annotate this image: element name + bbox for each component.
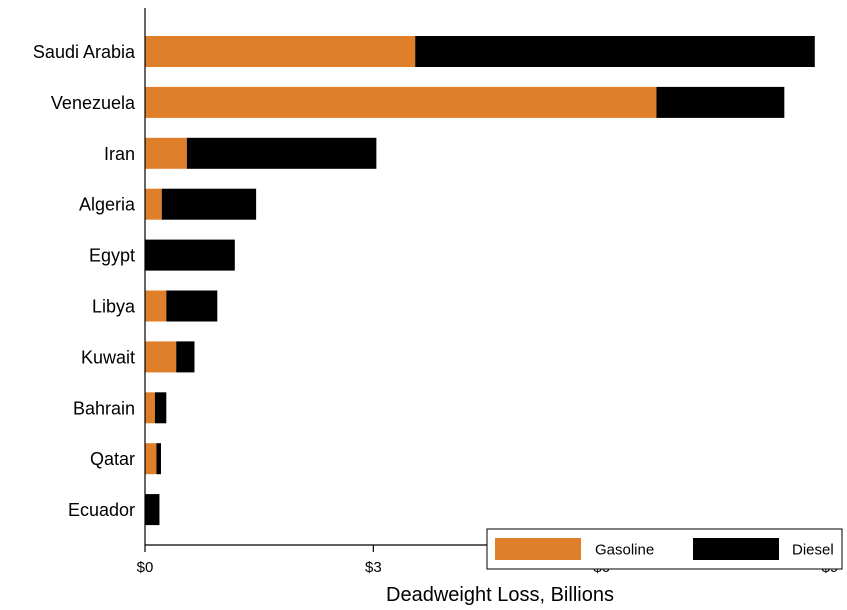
legend-label-gasoline: Gasoline: [595, 542, 654, 559]
bar-venezuela-gasoline: [145, 86, 657, 118]
y-tick-label-kuwait: Kuwait: [81, 347, 135, 367]
legend-swatch-diesel: [693, 538, 779, 560]
bar-qatar-gasoline: [145, 443, 157, 475]
legend-swatch-gasoline: [495, 538, 581, 560]
bar-bahrain-diesel: [154, 392, 167, 424]
x-tick-label: $0: [137, 559, 154, 576]
y-tick-label-venezuela: Venezuela: [51, 93, 136, 113]
bar-iran-diesel: [186, 137, 377, 169]
y-tick-label-egypt: Egypt: [89, 246, 135, 266]
y-tick-label-libya: Libya: [92, 297, 136, 317]
y-tick-label-algeria: Algeria: [79, 195, 136, 215]
bar-algeria-gasoline: [145, 188, 162, 220]
bar-kuwait-gasoline: [145, 341, 177, 373]
x-tick-label: $3: [365, 559, 382, 576]
bar-saudi-arabia-diesel: [415, 36, 815, 67]
bars-group: [145, 36, 815, 526]
bar-libya-gasoline: [145, 290, 167, 322]
y-tick-label-ecuador: Ecuador: [68, 500, 135, 520]
bar-qatar-diesel: [156, 443, 161, 475]
y-tick-label-bahrain: Bahrain: [73, 398, 135, 418]
bar-venezuela-diesel: [656, 86, 785, 118]
y-axis-labels: Saudi Arabia Venezuela Iran Algeria Egypt Lib…: [33, 42, 136, 520]
legend: Gasoline Diesel: [486, 528, 843, 570]
y-tick-label-iran: Iran: [104, 144, 135, 164]
x-axis-title: Deadweight Loss, Billions: [386, 584, 614, 606]
bar-bahrain-gasoline: [145, 392, 155, 424]
bar-libya-diesel: [166, 290, 218, 322]
bar-iran-gasoline: [145, 137, 187, 169]
y-tick-label-saudi-arabia: Saudi Arabia: [33, 42, 136, 62]
bar-algeria-diesel: [161, 188, 257, 220]
y-tick-label-qatar: Qatar: [90, 449, 135, 469]
bar-kuwait-diesel: [176, 341, 195, 373]
legend-label-diesel: Diesel: [792, 542, 834, 559]
bar-saudi-arabia-gasoline: [145, 36, 416, 67]
bar-ecuador-diesel: [145, 494, 160, 526]
bar-egypt-diesel: [145, 239, 235, 271]
